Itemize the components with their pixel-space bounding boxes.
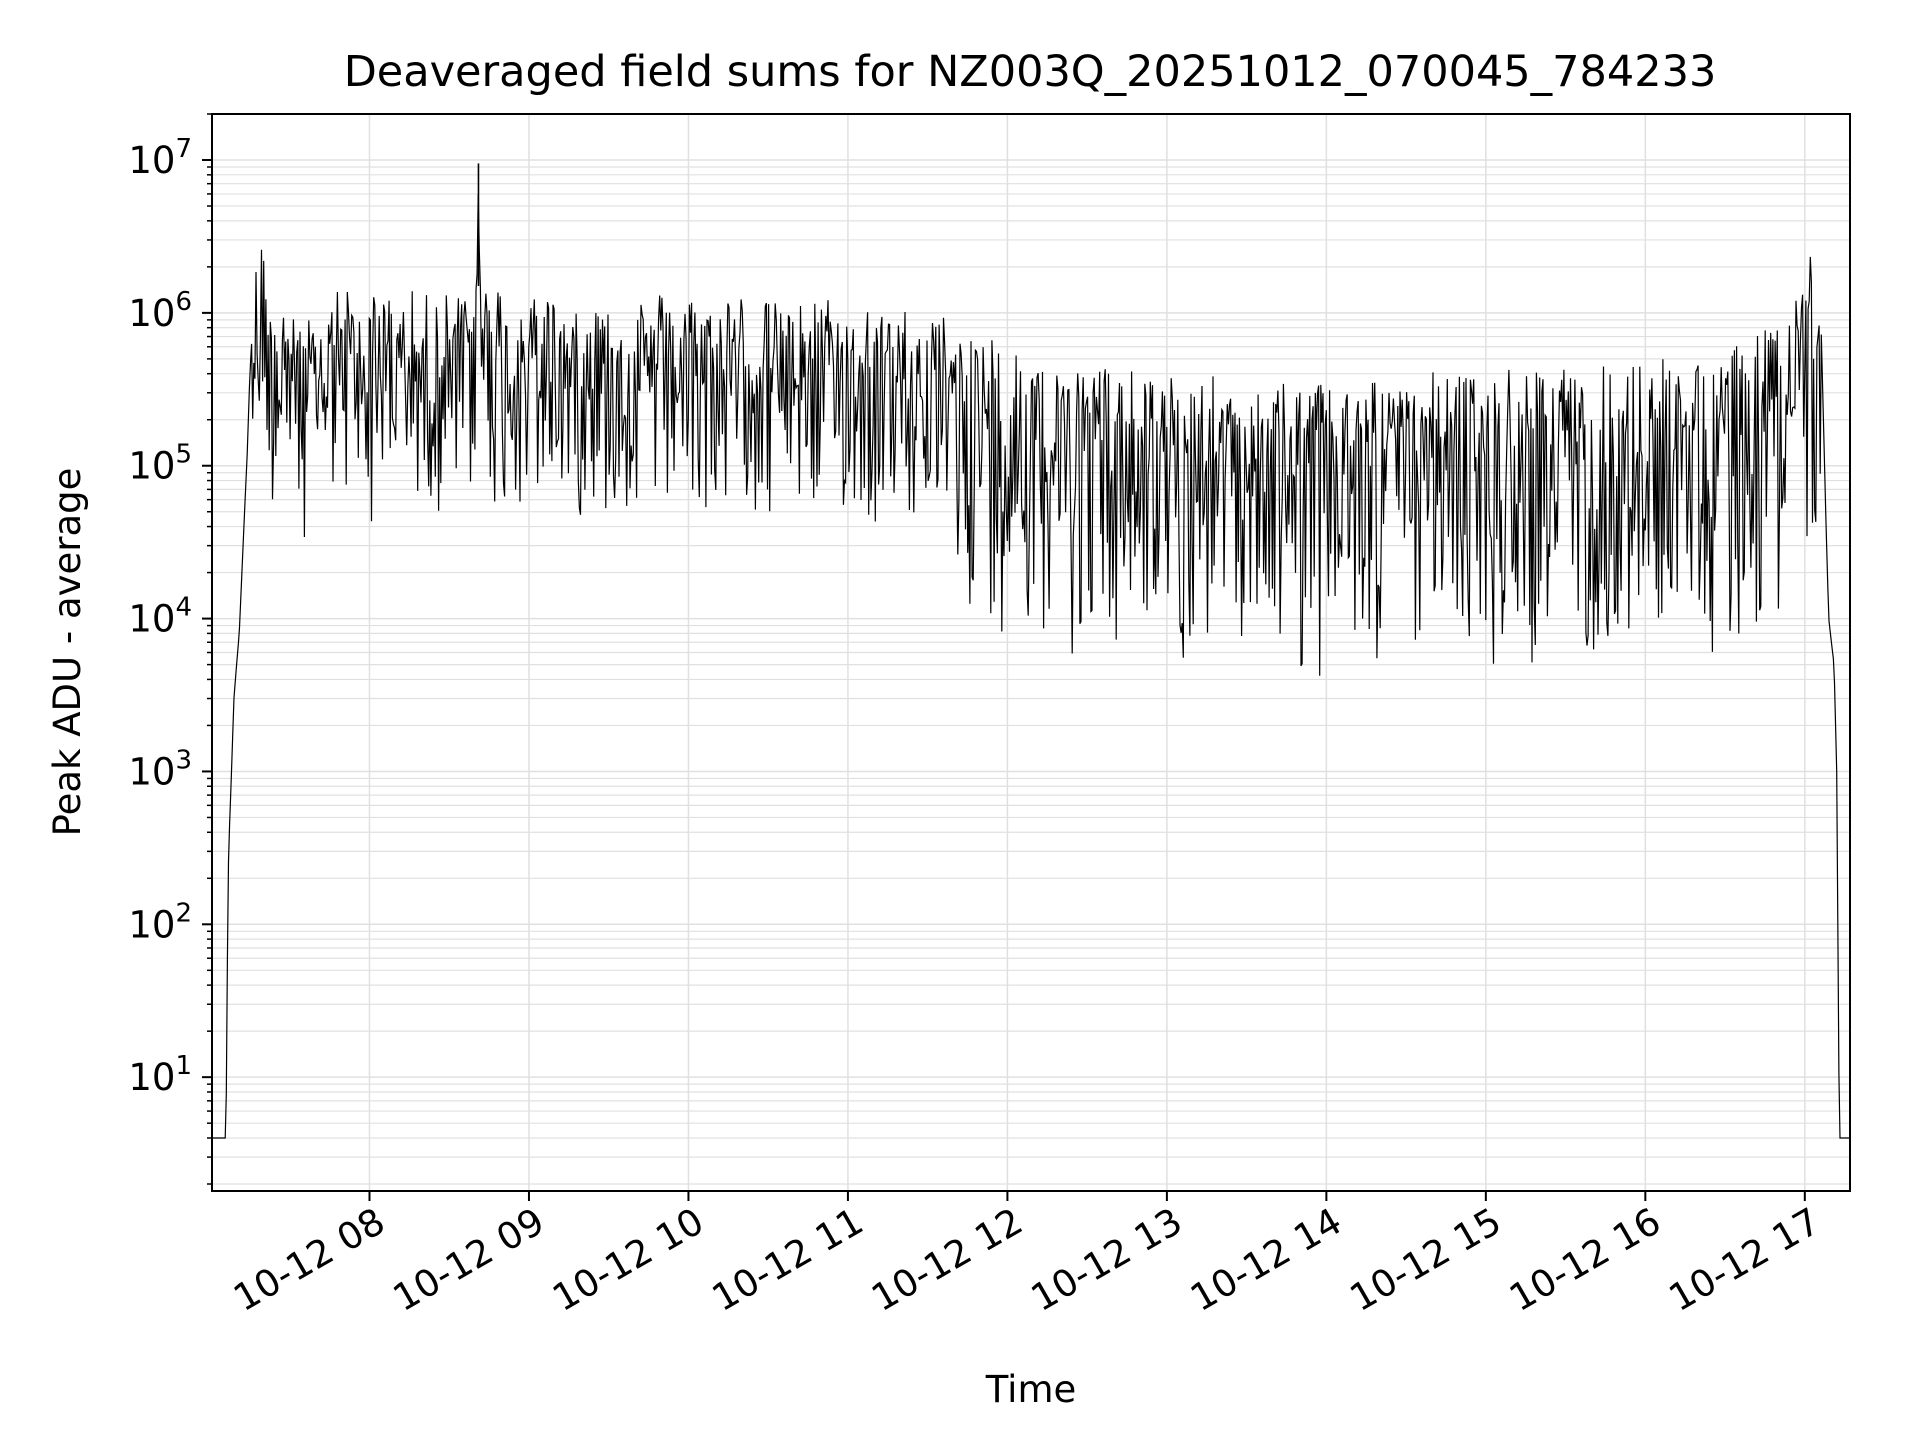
series-trace xyxy=(212,163,1850,1139)
chart-title: Deaveraged field sums for NZ003Q_2025101… xyxy=(344,47,1717,97)
y-axis: 101 102 103 104 105 106 107 xyxy=(128,113,212,1185)
y-tick-label: 105 xyxy=(128,440,192,488)
y-tick-label: 107 xyxy=(128,134,192,182)
y-tick-label: 101 xyxy=(128,1051,192,1099)
grid xyxy=(212,113,1850,1191)
y-tick-label: 104 xyxy=(128,593,192,641)
y-tick-label: 102 xyxy=(128,898,192,946)
y-tick-label: 106 xyxy=(128,287,192,335)
y-axis-label: Peak ADU - average xyxy=(46,468,89,837)
x-axis-label: Time xyxy=(985,1368,1077,1411)
y-tick-label: 103 xyxy=(128,745,192,793)
series-line xyxy=(212,193,1850,1139)
